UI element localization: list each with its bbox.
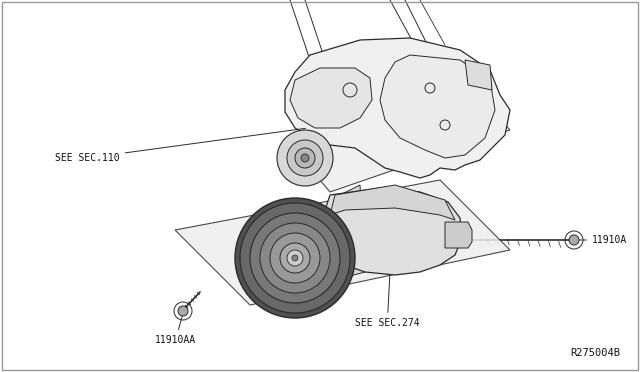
Circle shape <box>280 243 310 273</box>
Circle shape <box>240 203 350 313</box>
Text: 11910AA: 11910AA <box>155 313 196 345</box>
Polygon shape <box>323 188 462 275</box>
Text: SEE SEC.274: SEE SEC.274 <box>355 275 420 328</box>
Circle shape <box>250 213 340 303</box>
Polygon shape <box>175 180 510 305</box>
Circle shape <box>301 154 309 162</box>
Circle shape <box>235 198 355 318</box>
Circle shape <box>178 306 188 316</box>
Text: SEE SEC.110: SEE SEC.110 <box>55 128 305 163</box>
Polygon shape <box>380 55 495 158</box>
Polygon shape <box>290 85 510 192</box>
Circle shape <box>287 250 303 266</box>
Circle shape <box>287 140 323 176</box>
Polygon shape <box>290 68 372 128</box>
Polygon shape <box>445 222 472 248</box>
Circle shape <box>270 233 320 283</box>
Text: 11910A: 11910A <box>579 235 627 245</box>
Circle shape <box>569 235 579 245</box>
Text: R275004B: R275004B <box>570 348 620 358</box>
Polygon shape <box>285 38 510 178</box>
Polygon shape <box>330 185 365 280</box>
Circle shape <box>260 223 330 293</box>
Circle shape <box>277 130 333 186</box>
Circle shape <box>295 148 315 168</box>
Polygon shape <box>465 60 492 90</box>
Polygon shape <box>330 185 455 220</box>
Circle shape <box>292 255 298 261</box>
